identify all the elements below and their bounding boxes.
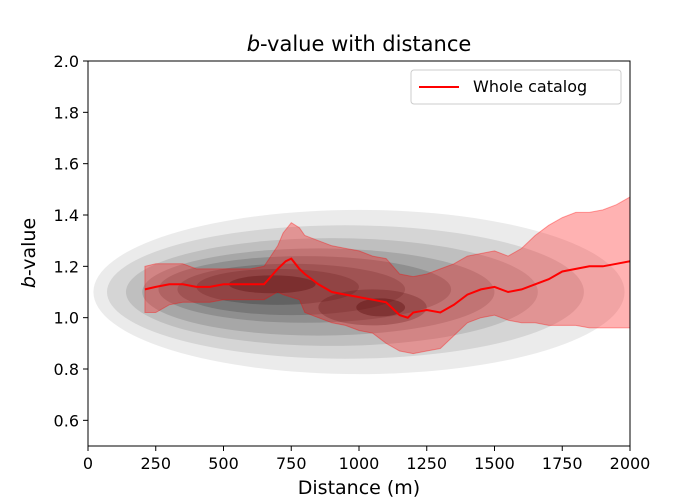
x-tick-label-8: 2000: [610, 454, 651, 473]
y-tick-label-3: 1.2: [54, 257, 79, 276]
density-contour-1: [106, 225, 584, 359]
y-axis-label: b-value: [18, 218, 40, 288]
x-tick-label-4: 1000: [339, 454, 380, 473]
x-tick-label-6: 1500: [474, 454, 515, 473]
y-tick-label-2: 1.0: [54, 309, 79, 328]
y-tick-label-0: 0.6: [54, 411, 79, 430]
legend-label-whole-catalog: Whole catalog: [473, 77, 587, 96]
y-tick-label-7: 2.0: [54, 52, 79, 71]
confidence-band: [144, 196, 630, 355]
y-tick-label-5: 1.6: [54, 155, 79, 174]
density-contours: [93, 209, 625, 375]
x-tick-label-1: 250: [140, 454, 171, 473]
y-tick-label-1: 0.8: [54, 360, 79, 379]
density-contour-7: [318, 289, 427, 326]
density-contour-0: [93, 209, 625, 375]
y-tick-label-6: 1.8: [54, 103, 79, 122]
density-contour-3: [142, 248, 495, 336]
x-tick-label-3: 750: [276, 454, 307, 473]
density-contour-9: [356, 298, 406, 317]
x-tick-label-5: 1250: [406, 454, 447, 473]
density-contour-4: [158, 256, 452, 323]
plot-area: [93, 196, 630, 375]
density-contour-8: [228, 275, 316, 294]
x-axis-label: Distance (m): [298, 477, 420, 499]
y-tick-label-4: 1.4: [54, 206, 79, 225]
x-tick-label-7: 1750: [542, 454, 583, 473]
x-axis: 0 250 500 750 1000 1250 1500 1750 2000: [83, 446, 650, 473]
x-tick-label-0: 0: [83, 454, 93, 473]
x-tick-label-2: 500: [208, 454, 239, 473]
y-axis: 0.6 0.8 1.0 1.2 1.4 1.6 1.8 2.0: [54, 52, 88, 430]
series-line-whole-catalog: [144, 257, 630, 319]
legend-box: [410, 69, 622, 105]
legend: Whole catalog: [410, 69, 622, 105]
density-contour-6: [196, 268, 359, 305]
chart-title: b-value with distance: [247, 32, 472, 56]
density-contour-5: [177, 263, 406, 316]
